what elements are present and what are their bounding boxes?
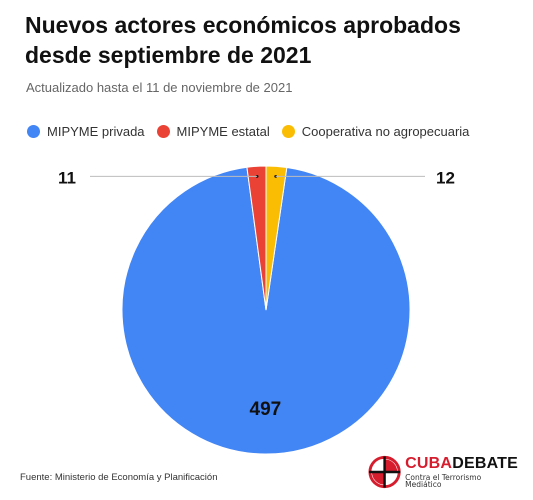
data-label-1: 11 (58, 168, 76, 187)
logo-tagline: Contra el Terrorismo Mediático (405, 472, 482, 489)
legend-label-0: MIPYME privada (47, 123, 145, 139)
logo-mark-icon (368, 455, 401, 489)
chart-title: Nuevos actores económicos aprobados desd… (25, 12, 461, 68)
logo-name-debate: DEBATE (452, 454, 518, 472)
data-label-2: 12 (436, 168, 455, 187)
legend-item-2: Cooperativa no agropecuaria (281, 123, 470, 139)
legend-item-1: MIPYME estatal (156, 123, 270, 139)
pie-slice-0 (121, 166, 411, 455)
logo-name: CUBADEBATE (405, 454, 518, 472)
logo-name-cuba: CUBA (405, 454, 453, 472)
legend-label-2: Cooperativa no agropecuaria (301, 123, 470, 139)
legend-swatch-1 (156, 124, 170, 138)
legend-swatch-0 (27, 124, 40, 138)
legend-swatch-2 (281, 124, 295, 138)
chart-subtitle: Actualizado hasta el 11 de noviembre de … (26, 80, 293, 95)
cubadebate-logo: CUBADEBATE Contra el Terrorismo Mediátic… (368, 452, 518, 492)
chart-legend: MIPYME privada MIPYME estatal Cooperativa … (27, 121, 481, 141)
source-note: Fuente: Ministerio de Economía y Planifi… (20, 472, 218, 483)
legend-label-1: MIPYME estatal (176, 123, 270, 139)
data-label-0: 497 (250, 399, 282, 420)
pie-slice-2 (265, 165, 288, 311)
legend-item-0: MIPYME privada (27, 124, 145, 139)
